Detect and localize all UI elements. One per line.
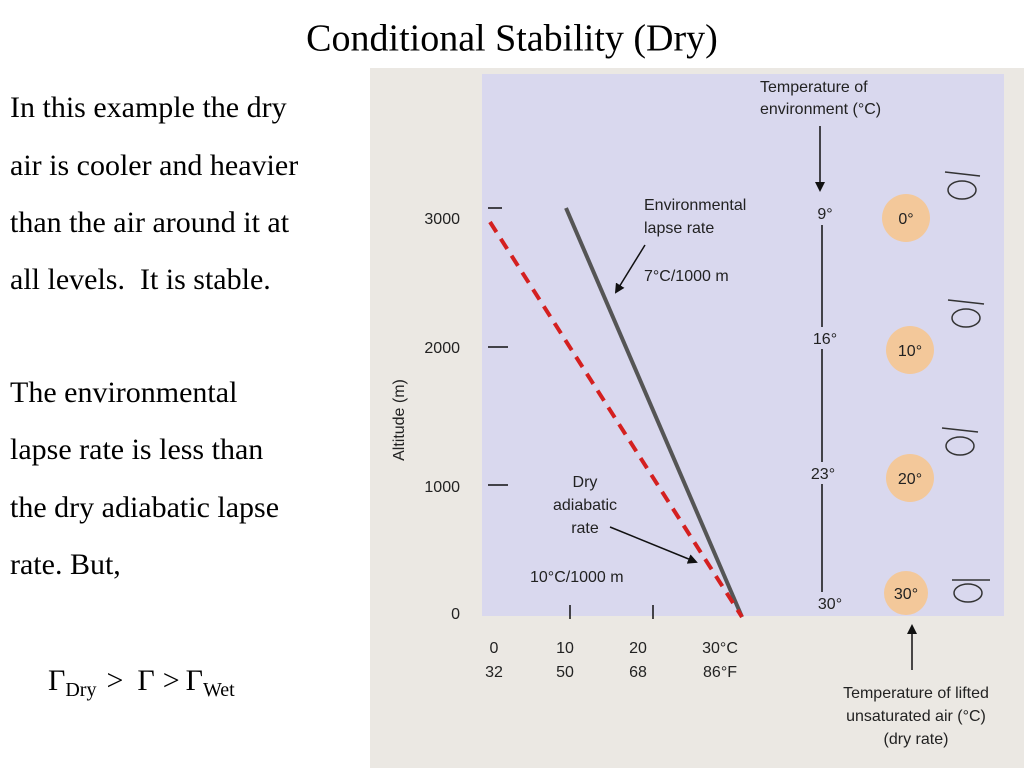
label: lapse rate [644, 220, 714, 237]
symbol: Γ [186, 664, 203, 697]
text-line: The environmental [10, 376, 237, 409]
x-tick-label: 20 [629, 640, 647, 657]
parcel-temperature: 20° [898, 471, 922, 488]
slide-title: Conditional Stability (Dry) [306, 18, 718, 60]
text-line: air is cooler and heavier [10, 149, 298, 182]
temperature: 16° [813, 331, 837, 348]
text-line: rate. But, [10, 548, 121, 581]
x-tick-label: 32 [485, 664, 503, 681]
environmental-line [564, 207, 744, 618]
parcel-temperature: 30° [894, 586, 918, 603]
text-line: In this example the dry [10, 91, 287, 124]
symbol: Γ [137, 664, 154, 697]
parcel-temperature: 0° [898, 211, 913, 228]
label: rate [571, 520, 599, 537]
text-line: lapse rate is less than [10, 433, 263, 466]
body-text: In this example the dry air is cooler an… [10, 91, 298, 701]
helicopter-icons [941, 171, 990, 603]
dry-adiabatic-line [488, 220, 744, 619]
x-tick-label: 50 [556, 664, 574, 681]
ticks [488, 207, 654, 619]
label: 10°C/1000 m [530, 569, 624, 586]
arrow [609, 526, 698, 564]
label: Environmental [644, 197, 746, 214]
label: unsaturated air (°C) [846, 708, 986, 725]
text-line: all levels. It is stable. [10, 263, 271, 296]
label: 7°C/1000 m [644, 268, 729, 285]
y-tick-label: 2000 [424, 340, 460, 357]
y-tick-label: 0 [451, 606, 460, 623]
parcels: 0° 10° 20° 30° [882, 171, 990, 615]
symbol: Γ [48, 664, 65, 697]
label: environment (°C) [760, 101, 881, 118]
temperature: 9° [817, 206, 832, 223]
x-tick-label: 86°F [703, 664, 737, 681]
label: adiabatic [553, 497, 617, 514]
operator: > [106, 664, 123, 697]
operator: > [163, 664, 180, 697]
label: (dry rate) [884, 731, 949, 748]
label: Temperature of lifted [843, 685, 989, 702]
formula: ΓDry > Γ > ΓWet [48, 664, 235, 701]
y-tick-label: 1000 [424, 479, 460, 496]
parcel-temperature: 10° [898, 343, 922, 360]
diagram: Altitude (m) 3000 2000 1000 0 0 10 20 30… [391, 79, 990, 748]
x-tick-label: 10 [556, 640, 574, 657]
y-axis-label: Altitude (m) [391, 379, 408, 461]
y-tick-label: 3000 [424, 211, 460, 228]
label: Dry [573, 474, 598, 491]
text-line: than the air around it at [10, 206, 290, 239]
arrow [614, 244, 646, 294]
text-line: the dry adiabatic lapse [10, 491, 279, 524]
x-tick-label: 0 [490, 640, 499, 657]
temperature: 23° [811, 466, 835, 483]
temperature: 30° [818, 596, 842, 613]
x-tick-label: 30°C [702, 640, 738, 657]
environment-temps: 9° 16° 23° 30° [804, 202, 842, 613]
subscript: Dry [65, 679, 96, 701]
x-tick-label: 68 [629, 664, 647, 681]
subscript: Wet [203, 679, 235, 701]
label: Temperature of [760, 79, 868, 96]
